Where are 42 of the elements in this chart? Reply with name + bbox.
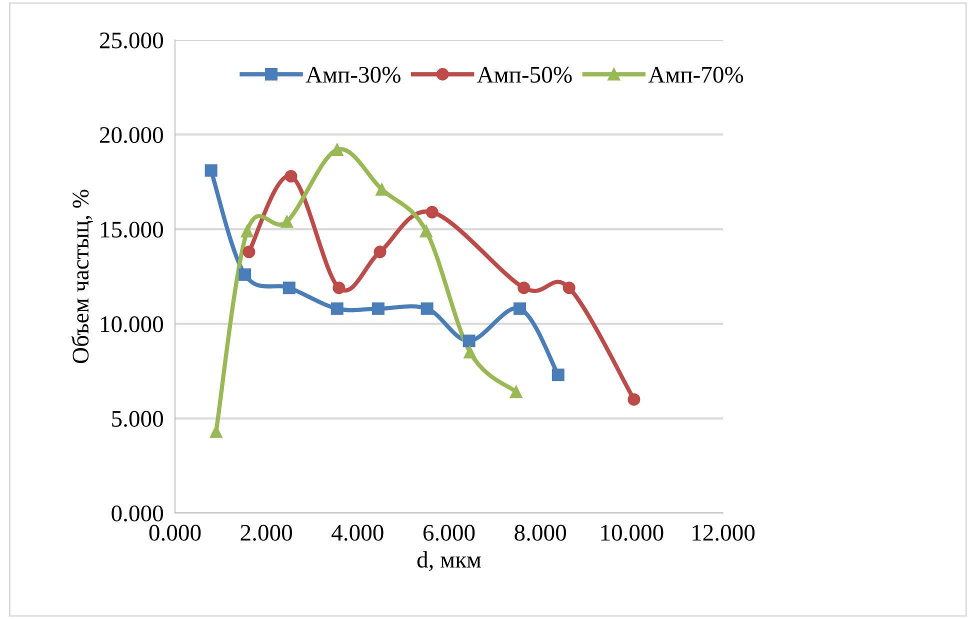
point <box>426 206 438 218</box>
point <box>562 282 576 294</box>
point <box>330 143 344 156</box>
y-tick-label: 20.000 <box>100 127 163 144</box>
point <box>464 346 476 358</box>
x-tick-label: 4.000 <box>332 524 384 541</box>
point <box>628 393 640 406</box>
legend-label: Амп-50% <box>477 66 572 83</box>
y-tick-label: 0.000 <box>112 505 163 522</box>
point <box>330 302 344 315</box>
y-tick-label: 15.000 <box>101 222 163 238</box>
point <box>510 386 522 398</box>
x-tick-label: 6.000 <box>423 524 475 541</box>
point <box>204 164 218 177</box>
point <box>238 268 252 281</box>
point <box>420 302 434 315</box>
y-tick-label: 10.000 <box>101 316 163 332</box>
y-tick-label: 25.000 <box>100 32 163 49</box>
y-tick-label: 5.000 <box>112 410 163 427</box>
point <box>280 215 294 228</box>
y-axis-title: Объем частыц, % <box>71 190 93 364</box>
x-axis-title: d, мкм <box>417 551 481 572</box>
point <box>462 334 476 348</box>
point <box>374 246 386 258</box>
point <box>332 282 346 294</box>
point <box>240 224 254 238</box>
point <box>372 302 384 315</box>
legend-label: Амп-70% <box>648 66 744 83</box>
point <box>210 425 222 438</box>
point <box>282 282 296 294</box>
x-tick-label: 8.000 <box>514 524 566 541</box>
x-tick-label: 10.000 <box>601 524 664 541</box>
legend-label: Амп-30% <box>306 66 400 83</box>
x-tick-label: 12.000 <box>692 524 755 541</box>
x-tick-label: 0.000 <box>149 524 201 541</box>
point <box>420 224 432 238</box>
point <box>518 282 530 294</box>
point <box>284 170 298 182</box>
point <box>514 302 526 315</box>
point <box>242 246 256 258</box>
point <box>552 368 564 382</box>
x-tick-label: 2.000 <box>240 524 292 541</box>
